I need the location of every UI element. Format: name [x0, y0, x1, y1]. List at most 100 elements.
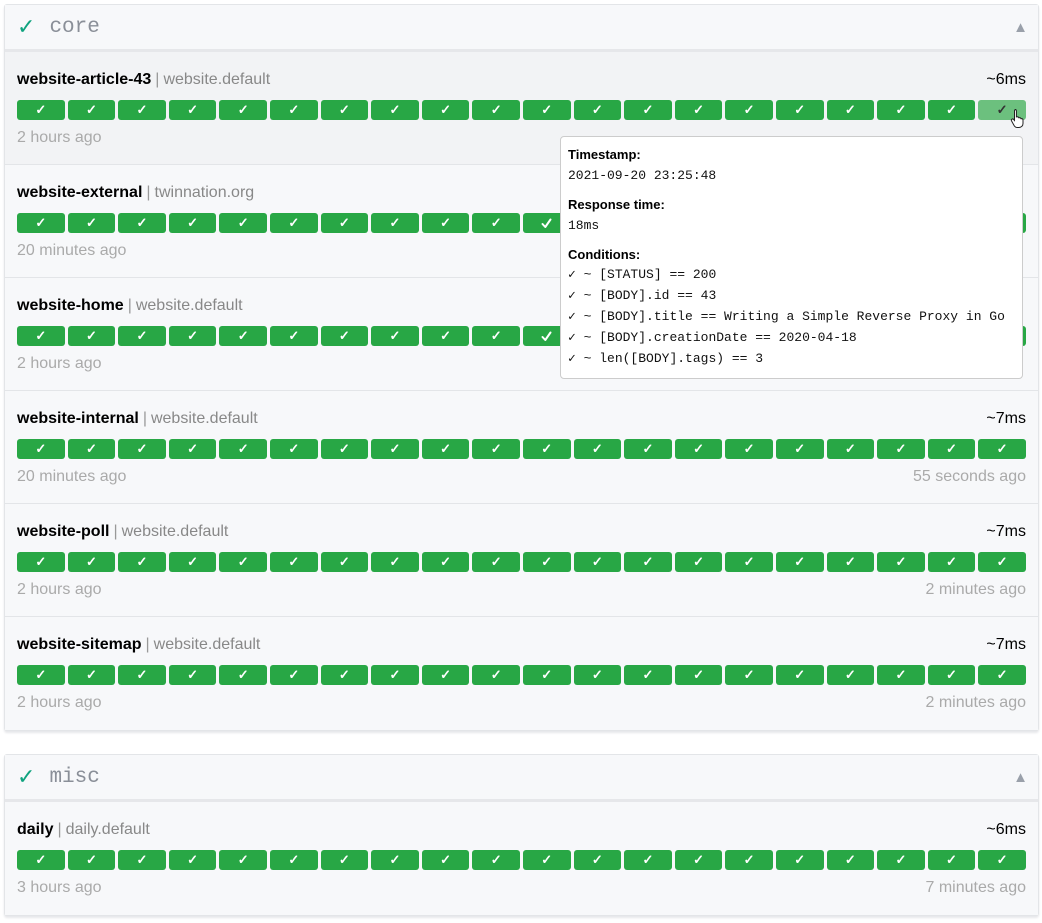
result-bar[interactable]: ✓ [826, 439, 875, 459]
result-bar[interactable]: ✓ [472, 665, 520, 685]
result-bar[interactable]: ✓ [118, 850, 166, 870]
result-bar[interactable]: ✓ [826, 552, 875, 572]
result-bar[interactable]: ✓ [219, 850, 267, 870]
result-bar[interactable]: ✓ [826, 665, 875, 685]
result-bar[interactable]: ✓ [67, 100, 116, 120]
result-bar[interactable]: ✓ [168, 850, 217, 870]
result-bar[interactable]: ✓ [573, 439, 622, 459]
result-bar[interactable] [522, 213, 571, 233]
result-bar[interactable]: ✓ [472, 552, 520, 572]
result-bar[interactable]: ✓ [927, 439, 976, 459]
result-bar[interactable]: ✓ [219, 552, 267, 572]
result-bar[interactable]: ✓ [17, 850, 65, 870]
result-bar[interactable]: ✓ [522, 552, 571, 572]
result-bar[interactable]: ✓ [978, 100, 1026, 120]
result-bar[interactable]: ✓ [674, 850, 723, 870]
result-bar[interactable]: ✓ [775, 552, 824, 572]
result-bar[interactable]: ✓ [67, 213, 116, 233]
result-bar[interactable]: ✓ [877, 850, 925, 870]
result-bar[interactable]: ✓ [320, 665, 369, 685]
result-bar[interactable]: ✓ [674, 100, 723, 120]
result-bar[interactable]: ✓ [118, 552, 166, 572]
result-bar[interactable]: ✓ [927, 850, 976, 870]
result-bar[interactable]: ✓ [725, 665, 773, 685]
group-header[interactable]: ✓ misc ▲ [5, 755, 1038, 802]
result-bar[interactable]: ✓ [17, 439, 65, 459]
result-bar[interactable]: ✓ [522, 439, 571, 459]
result-bar[interactable]: ✓ [421, 850, 470, 870]
result-bar[interactable]: ✓ [421, 665, 470, 685]
result-bar[interactable]: ✓ [927, 100, 976, 120]
result-bar[interactable]: ✓ [17, 326, 65, 346]
result-bar[interactable]: ✓ [320, 326, 369, 346]
result-bar[interactable]: ✓ [978, 552, 1026, 572]
result-bar[interactable]: ✓ [573, 100, 622, 120]
result-bar[interactable]: ✓ [219, 326, 267, 346]
result-bar[interactable]: ✓ [877, 100, 925, 120]
result-bar[interactable]: ✓ [118, 100, 166, 120]
result-bar[interactable]: ✓ [725, 439, 773, 459]
result-bar[interactable]: ✓ [371, 552, 419, 572]
result-bar[interactable]: ✓ [674, 552, 723, 572]
result-bar[interactable]: ✓ [269, 552, 318, 572]
result-bar[interactable]: ✓ [118, 326, 166, 346]
result-bar[interactable]: ✓ [320, 850, 369, 870]
result-bar[interactable]: ✓ [118, 439, 166, 459]
result-bar[interactable]: ✓ [269, 850, 318, 870]
result-bar[interactable]: ✓ [17, 100, 65, 120]
result-bar[interactable]: ✓ [978, 439, 1026, 459]
result-bar[interactable]: ✓ [877, 439, 925, 459]
result-bar[interactable]: ✓ [67, 552, 116, 572]
result-bar[interactable]: ✓ [927, 665, 976, 685]
result-bar[interactable]: ✓ [826, 850, 875, 870]
result-bar[interactable]: ✓ [371, 213, 419, 233]
result-bar[interactable]: ✓ [877, 552, 925, 572]
result-bar[interactable]: ✓ [371, 850, 419, 870]
result-bar[interactable]: ✓ [269, 213, 318, 233]
result-bar[interactable]: ✓ [522, 665, 571, 685]
result-bar[interactable]: ✓ [168, 439, 217, 459]
result-bar[interactable]: ✓ [522, 100, 571, 120]
result-bar[interactable]: ✓ [219, 439, 267, 459]
result-bar[interactable]: ✓ [472, 213, 520, 233]
result-bar[interactable]: ✓ [573, 665, 622, 685]
result-bar[interactable]: ✓ [775, 100, 824, 120]
result-bar[interactable]: ✓ [472, 439, 520, 459]
result-bar[interactable]: ✓ [775, 665, 824, 685]
result-bar[interactable]: ✓ [421, 100, 470, 120]
result-bar[interactable]: ✓ [624, 552, 672, 572]
collapse-caret-icon[interactable]: ▲ [1013, 768, 1028, 786]
result-bar[interactable]: ✓ [371, 326, 419, 346]
result-bar[interactable]: ✓ [67, 326, 116, 346]
result-bar[interactable]: ✓ [17, 552, 65, 572]
result-bar[interactable]: ✓ [978, 850, 1026, 870]
result-bar[interactable]: ✓ [522, 850, 571, 870]
result-bar[interactable]: ✓ [67, 439, 116, 459]
result-bar[interactable]: ✓ [269, 326, 318, 346]
result-bar[interactable]: ✓ [269, 439, 318, 459]
result-bar[interactable]: ✓ [624, 665, 672, 685]
result-bar[interactable]: ✓ [219, 665, 267, 685]
result-bar[interactable]: ✓ [927, 552, 976, 572]
result-bar[interactable]: ✓ [573, 552, 622, 572]
result-bar[interactable]: ✓ [674, 665, 723, 685]
result-bar[interactable]: ✓ [371, 439, 419, 459]
result-bar[interactable]: ✓ [978, 665, 1026, 685]
result-bar[interactable]: ✓ [725, 100, 773, 120]
result-bar[interactable]: ✓ [168, 326, 217, 346]
result-bar[interactable]: ✓ [624, 439, 672, 459]
result-bar[interactable] [522, 326, 571, 346]
result-bar[interactable]: ✓ [118, 665, 166, 685]
result-bar[interactable]: ✓ [67, 665, 116, 685]
result-bar[interactable]: ✓ [725, 552, 773, 572]
result-bar[interactable]: ✓ [472, 326, 520, 346]
result-bar[interactable]: ✓ [269, 665, 318, 685]
result-bar[interactable]: ✓ [168, 213, 217, 233]
result-bar[interactable]: ✓ [421, 326, 470, 346]
result-bar[interactable]: ✓ [421, 552, 470, 572]
result-bar[interactable]: ✓ [421, 439, 470, 459]
result-bar[interactable]: ✓ [219, 213, 267, 233]
group-header[interactable]: ✓ core ▲ [5, 5, 1038, 52]
result-bar[interactable]: ✓ [775, 850, 824, 870]
result-bar[interactable]: ✓ [320, 552, 369, 572]
